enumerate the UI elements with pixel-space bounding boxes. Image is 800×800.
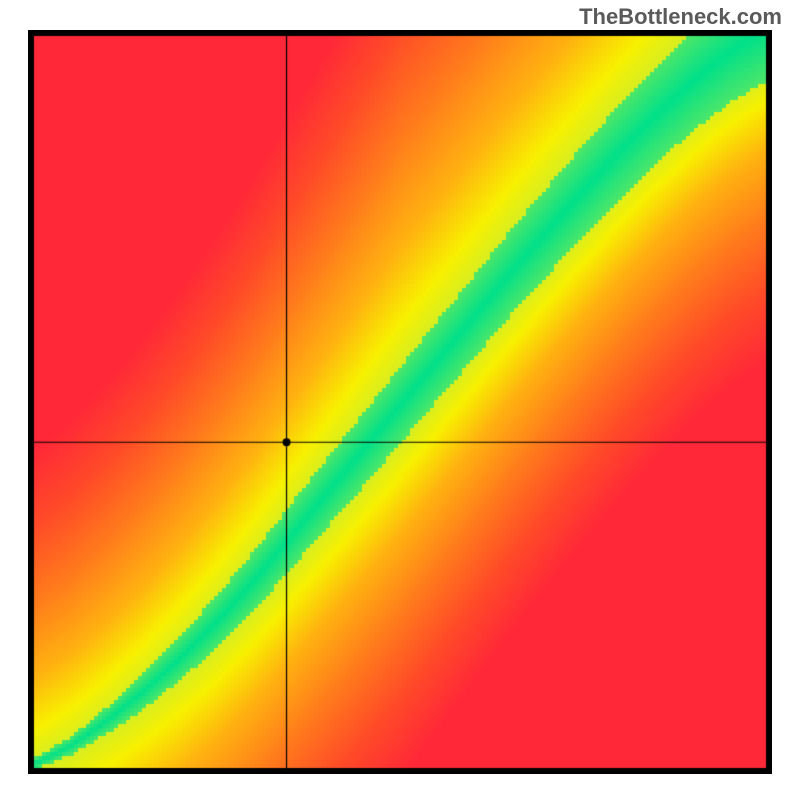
watermark-text: TheBottleneck.com (579, 4, 782, 30)
heatmap-canvas (28, 30, 772, 774)
heatmap-plot (28, 30, 772, 774)
chart-container: TheBottleneck.com (0, 0, 800, 800)
